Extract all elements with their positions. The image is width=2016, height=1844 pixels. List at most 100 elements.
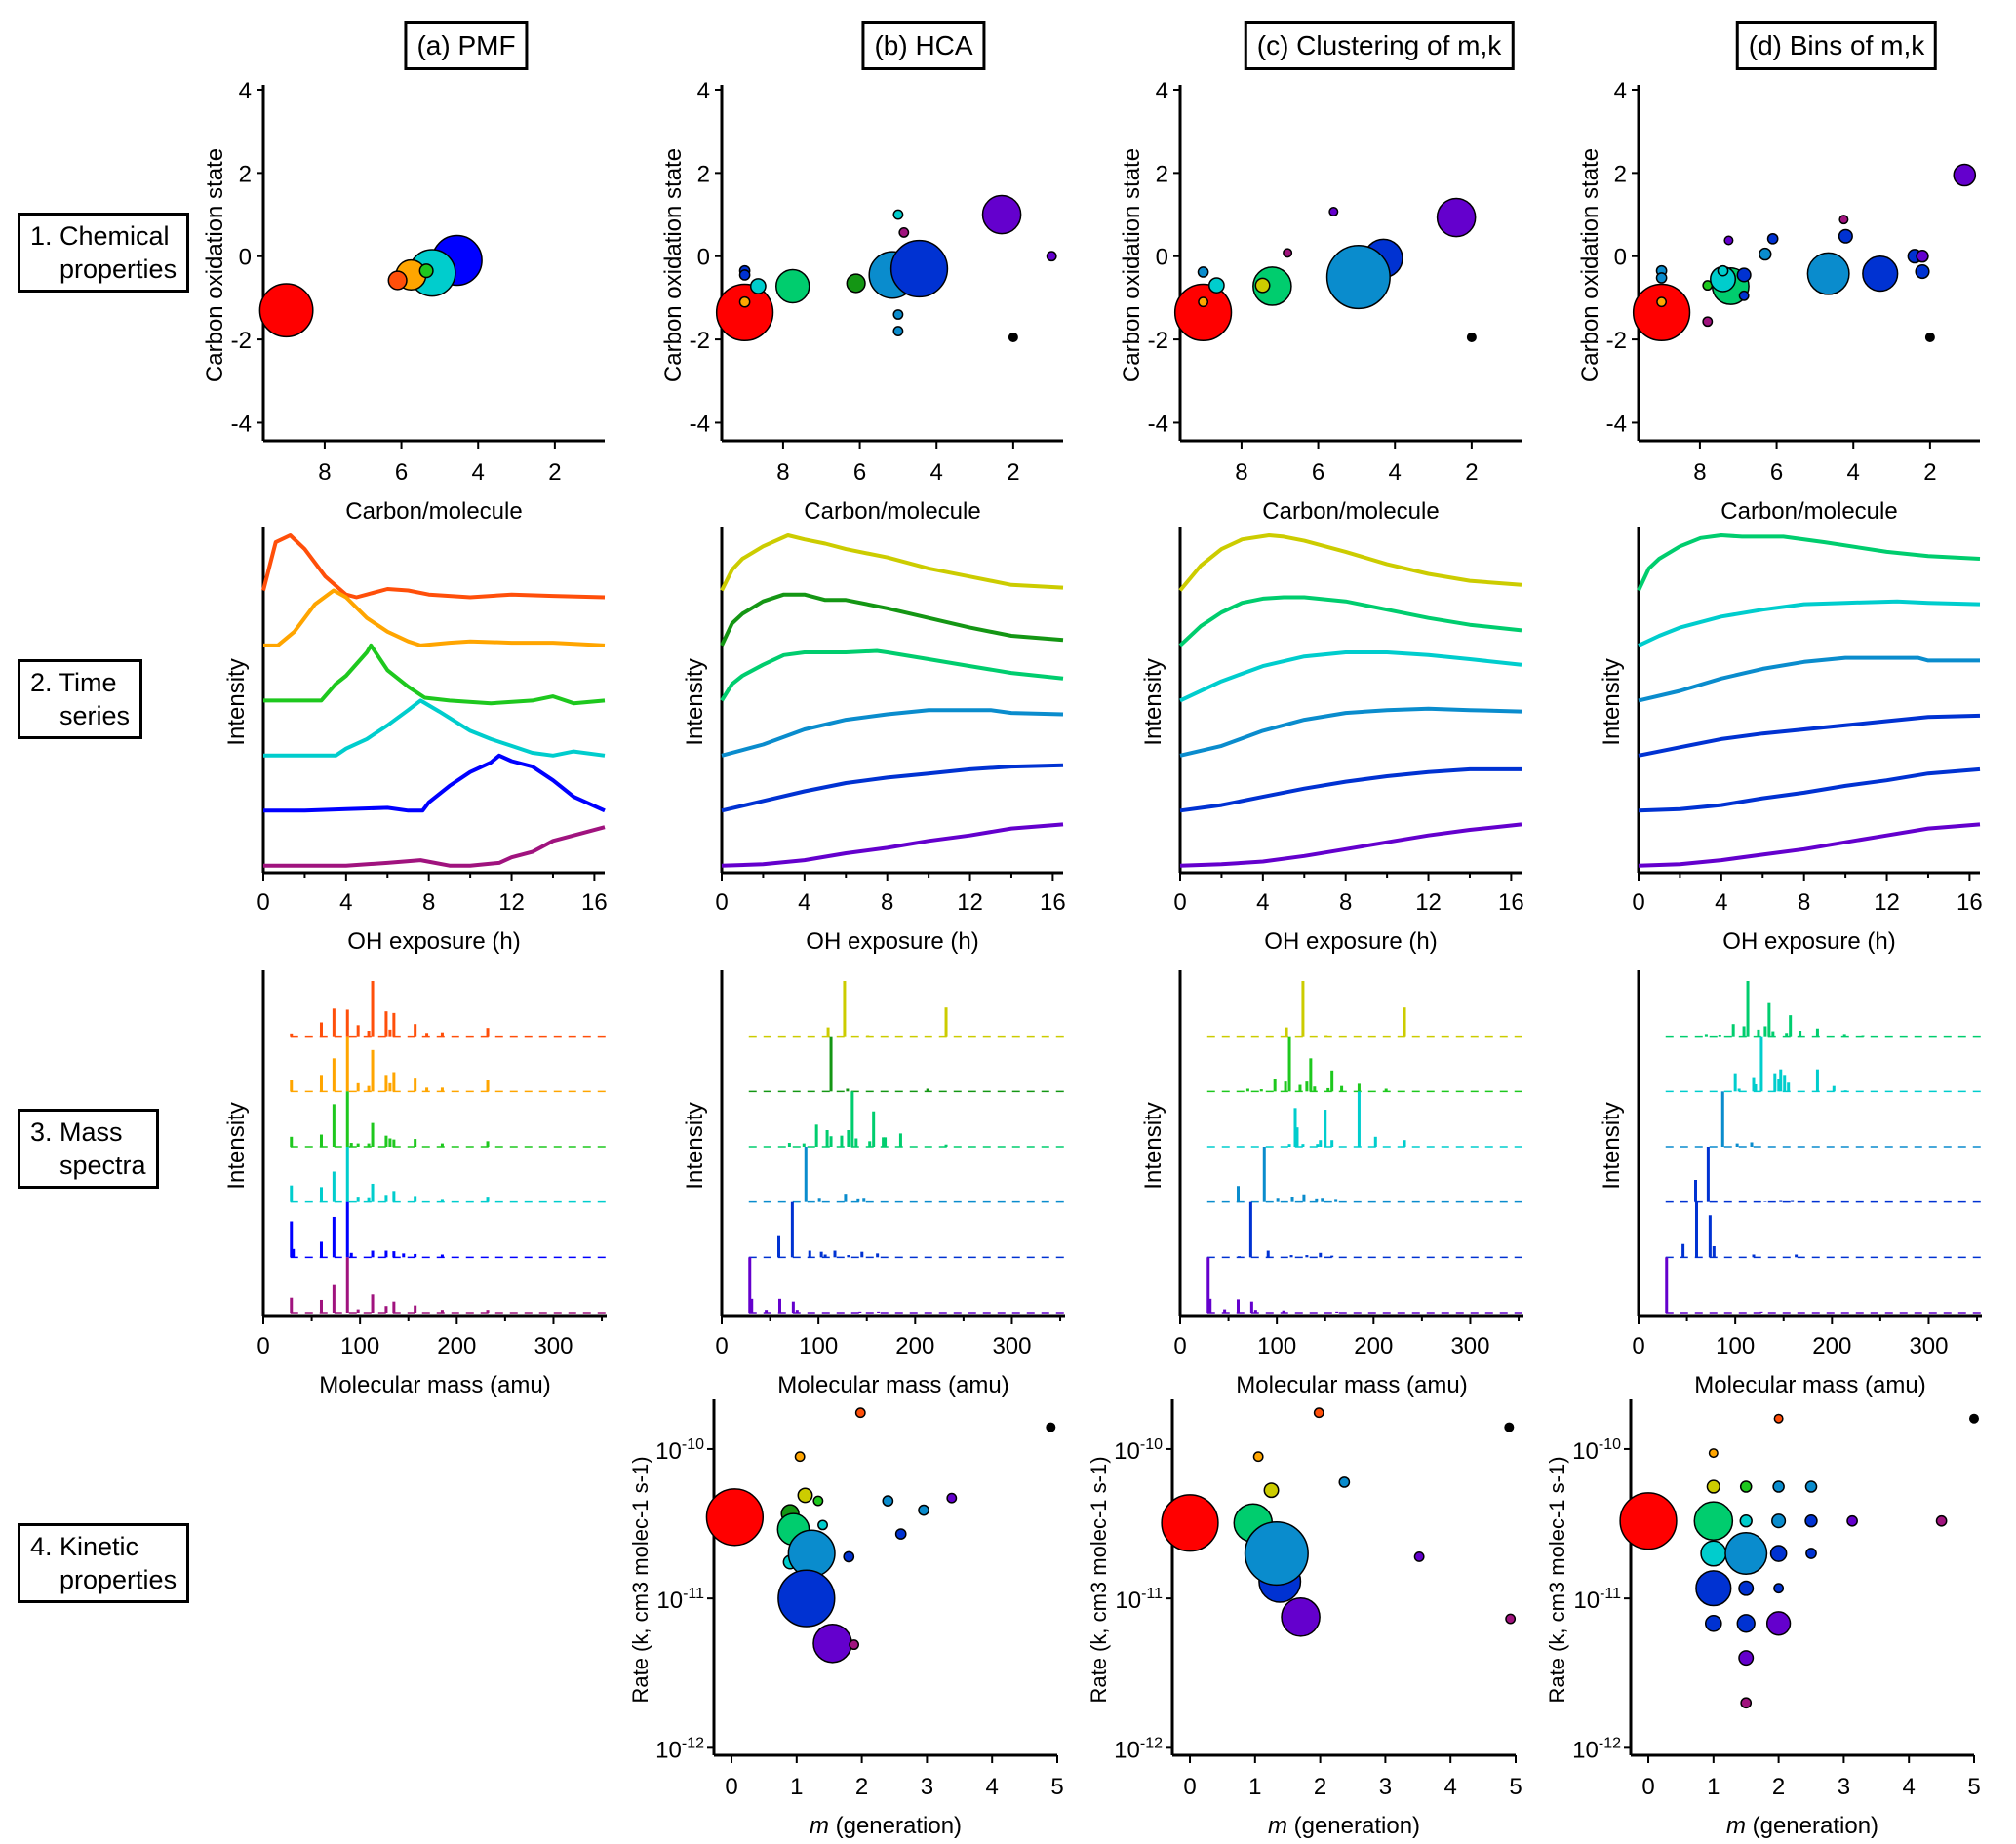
data-point bbox=[1413, 1551, 1425, 1562]
spectrum-peak bbox=[1785, 1033, 1789, 1037]
spectrum-peak bbox=[1223, 1309, 1227, 1313]
series-line bbox=[720, 592, 1064, 647]
row-header-line1: 4. Kinetic bbox=[30, 1532, 139, 1561]
data-point bbox=[794, 1451, 806, 1463]
row-header-line2: spectra bbox=[59, 1151, 146, 1180]
spectrum-peak bbox=[1236, 1186, 1240, 1202]
x-tick-label: 6 bbox=[395, 459, 408, 486]
x-tick-label: 3 bbox=[1838, 1774, 1850, 1800]
spectrum-peak bbox=[877, 1311, 881, 1313]
spectrum-peak bbox=[817, 1198, 821, 1202]
data-point bbox=[1804, 1480, 1818, 1493]
spectrum-peak bbox=[1266, 1250, 1270, 1258]
row-header-line2: properties bbox=[59, 1565, 178, 1594]
data-point bbox=[1739, 1480, 1753, 1493]
data-point bbox=[1619, 1492, 1678, 1550]
y-axis-label: Carbon oxidation state bbox=[1577, 148, 1603, 382]
x-tick-label: 2 bbox=[1923, 459, 1936, 486]
spectrum-peak bbox=[392, 1251, 396, 1258]
spectrum-peak bbox=[804, 1147, 808, 1202]
x-tick-label: 4 bbox=[930, 459, 943, 486]
data-point bbox=[1838, 228, 1853, 244]
x-axis-label: Molecular mass (amu) bbox=[1236, 1372, 1467, 1398]
spectrum-peak bbox=[414, 1024, 417, 1037]
spectrum-peak bbox=[1357, 1091, 1361, 1147]
spectrum-peak bbox=[319, 1022, 323, 1037]
spectrum-peak bbox=[388, 1138, 392, 1147]
y-tick-label: 10-11 bbox=[1573, 1586, 1621, 1614]
x-tick-label: 0 bbox=[715, 1333, 728, 1359]
x-tick-label: 16 bbox=[1957, 889, 1983, 916]
data-point bbox=[889, 239, 949, 298]
x-tick-label: 6 bbox=[1312, 459, 1324, 486]
x-tick-label: 100 bbox=[1716, 1333, 1755, 1359]
spectrum-peak bbox=[777, 1298, 781, 1313]
x-tick-label: 8 bbox=[318, 459, 331, 486]
x-tick-label: 2 bbox=[855, 1774, 868, 1800]
spectrum-peak bbox=[926, 1088, 929, 1092]
y-tick-label: 0 bbox=[239, 245, 252, 271]
spectrum-peak bbox=[440, 1143, 444, 1147]
spectrum-peak bbox=[332, 1008, 336, 1037]
spectrum-peak bbox=[440, 1254, 444, 1258]
y-axis-label: Intensity bbox=[1140, 658, 1166, 745]
y-tick-label: 0 bbox=[1156, 245, 1168, 271]
spectrum-peak bbox=[486, 1141, 490, 1147]
spectrum-peak bbox=[356, 1309, 360, 1313]
spectrum-peak bbox=[1259, 1089, 1263, 1092]
data-point bbox=[1773, 1583, 1785, 1594]
data-point bbox=[797, 1487, 813, 1504]
x-tick-label: 2 bbox=[1314, 1774, 1326, 1800]
spectrum-peak bbox=[367, 1197, 371, 1202]
series-line bbox=[261, 533, 606, 600]
spectrum-peak bbox=[1704, 1034, 1708, 1037]
y-axis-label: Intensity bbox=[223, 1102, 250, 1189]
spectrum-peak bbox=[808, 1250, 811, 1258]
spectrum-peak bbox=[1301, 981, 1305, 1037]
spectrum-peak bbox=[388, 1029, 392, 1037]
data-point bbox=[1436, 197, 1477, 238]
spectrum-peak bbox=[872, 1111, 876, 1147]
spectrum-peak bbox=[1208, 1298, 1212, 1313]
spectrum-peak bbox=[384, 1306, 388, 1313]
data-point bbox=[1736, 267, 1752, 283]
spectrum-peak bbox=[1832, 1085, 1836, 1092]
spectrum-peak bbox=[1289, 1255, 1293, 1258]
x-axis-label: OH exposure (h) bbox=[347, 928, 520, 955]
x-tick-label: 300 bbox=[534, 1333, 573, 1359]
spectrum-peak bbox=[844, 1194, 848, 1202]
panel-1-2 bbox=[1173, 85, 1522, 449]
series-line bbox=[1638, 822, 1981, 868]
spectrum-peak bbox=[414, 1305, 417, 1313]
row-header-mass-spectra: 3. Mass spectra bbox=[18, 1109, 159, 1189]
y-tick-label: -4 bbox=[1606, 411, 1627, 437]
data-point bbox=[387, 270, 408, 291]
y-tick-label: -4 bbox=[690, 411, 710, 437]
series-line bbox=[263, 753, 606, 813]
data-point bbox=[846, 273, 866, 294]
data-point bbox=[705, 1488, 765, 1547]
spectrum-peak bbox=[319, 1075, 323, 1092]
y-tick-label: 2 bbox=[1156, 161, 1168, 187]
spectrum-peak bbox=[1324, 1110, 1327, 1147]
x-axis-label: Molecular mass (amu) bbox=[319, 1372, 550, 1398]
spectrum-peak bbox=[414, 1139, 417, 1147]
spectrum-peak bbox=[1262, 1147, 1266, 1202]
row-header-line2: series bbox=[59, 701, 131, 730]
spectrum-peak bbox=[876, 1253, 880, 1258]
spectrum-peak bbox=[1773, 1073, 1777, 1092]
spectrum-peak bbox=[765, 1310, 769, 1313]
data-point bbox=[1738, 1580, 1755, 1596]
spectrum-peak bbox=[319, 1241, 323, 1258]
spectrum-peak bbox=[1302, 1194, 1306, 1202]
x-axis-label: Molecular mass (amu) bbox=[1694, 1372, 1925, 1398]
data-point bbox=[1736, 1614, 1756, 1633]
spectrum-peak bbox=[1305, 1081, 1309, 1092]
series-line bbox=[721, 763, 1064, 813]
x-tick-label: 0 bbox=[1173, 889, 1186, 916]
column-header-c: (c) Clustering of m,k bbox=[1244, 21, 1515, 70]
spectrum-peak bbox=[1861, 1035, 1865, 1037]
spectrum-peak bbox=[1276, 1198, 1280, 1202]
spectrum-peak bbox=[440, 1310, 444, 1313]
spectrum-peak bbox=[319, 1187, 323, 1202]
